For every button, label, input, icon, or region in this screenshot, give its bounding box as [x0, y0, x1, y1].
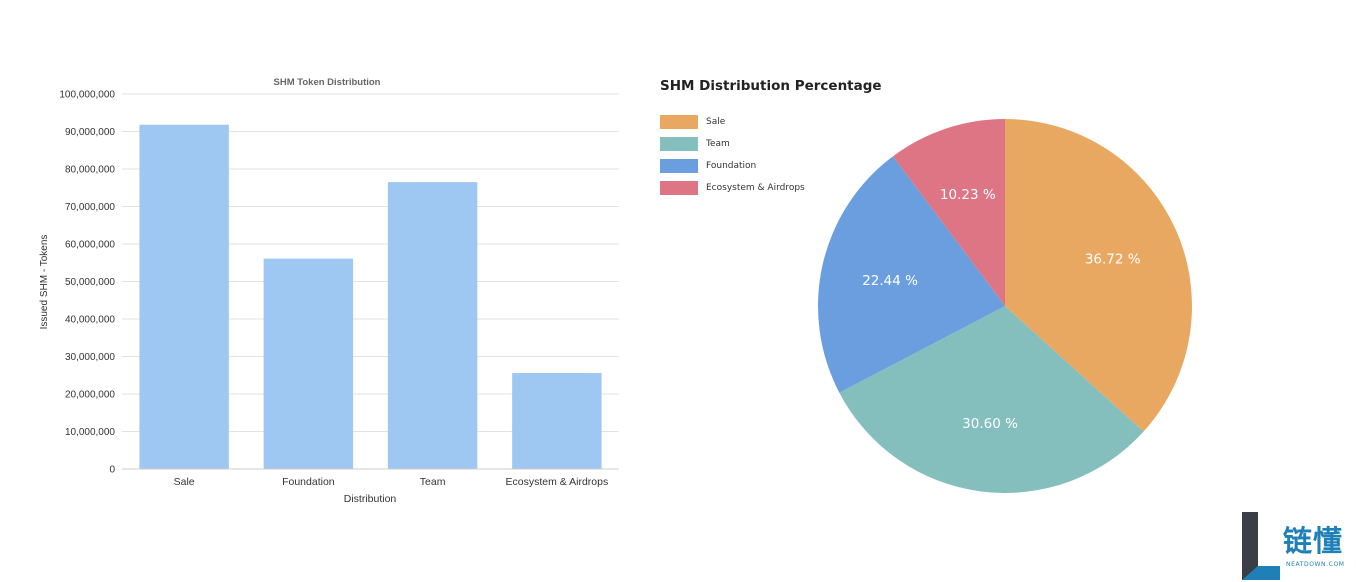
pie-panel: 36.72 % 30.60 % 22.44 % 10.23 % SHM Distrib… [640, 60, 1356, 520]
pie-slice-sale[interactable] [1005, 119, 1192, 432]
legend-swatch-ecosystem-airdrops [660, 181, 698, 195]
pie-legend: Sale Team Foundation Ecosystem & Airdrop… [660, 111, 805, 199]
bar-x-tick-label: Ecosystem & Airdrops [506, 476, 609, 488]
bar-y-tick-label: 30,000,000 [65, 352, 115, 363]
logo-url: NEATDOWN.COM [1286, 561, 1345, 568]
logo-l-mark-icon [1242, 512, 1280, 580]
bar-x-tick-labels: Sale Foundation Team Ecosystem & Airdrops [174, 476, 609, 488]
bar-y-tick-label: 50,000,000 [65, 277, 115, 288]
pie-slice-label: 30.60 % [962, 416, 1018, 432]
bar-x-tick-label: Foundation [282, 476, 335, 488]
bar-x-tick-label: Team [420, 476, 446, 488]
bar-y-tick-labels: 0 10,000,000 20,000,000 30,000,000 40,000,00… [59, 90, 115, 476]
bar-y-tick-label: 90,000,000 [65, 127, 115, 138]
bar-y-tick-label: 40,000,000 [65, 315, 115, 326]
legend-item-foundation[interactable]: Foundation [660, 155, 805, 177]
legend-item-team[interactable]: Team [660, 133, 805, 155]
bar-team[interactable] [387, 182, 478, 469]
bar-sale[interactable] [139, 124, 229, 469]
legend-label-foundation: Foundation [706, 161, 757, 171]
legend-swatch-foundation [660, 159, 698, 173]
pie-chart: 36.72 % 30.60 % 22.44 % 10.23 % [818, 119, 1192, 493]
logo-text: 链懂 [1283, 524, 1344, 558]
bar-y-tick-label: 100,000,000 [59, 90, 115, 101]
legend-label-team: Team [706, 139, 730, 149]
bar-y-tick-label: 0 [109, 465, 115, 476]
bar-ecosystem-airdrops[interactable] [512, 373, 602, 469]
bar-y-tick-label: 60,000,000 [65, 240, 115, 251]
bar-y-tick-label: 70,000,000 [65, 202, 115, 213]
pie-slice-foundation[interactable] [818, 156, 1005, 393]
pie-slice-team[interactable] [839, 306, 1144, 493]
bar-y-tick-label: 20,000,000 [65, 390, 115, 401]
legend-swatch-team [660, 137, 698, 151]
bar-series [139, 124, 602, 469]
legend-label-ecosystem-airdrops: Ecosystem & Airdrops [706, 183, 805, 193]
legend-label-sale: Sale [706, 117, 726, 127]
bar-foundation[interactable] [263, 258, 354, 469]
pie-slice-label: 10.23 % [940, 187, 996, 203]
bar-x-axis-label: Distribution [344, 493, 397, 505]
legend-item-ecosystem-airdrops[interactable]: Ecosystem & Airdrops [660, 177, 805, 199]
bar-y-tick-label: 10,000,000 [65, 427, 115, 438]
bar-x-tick-label: Sale [174, 476, 195, 488]
bar-chart-title: SHM Token Distribution [274, 77, 381, 88]
bar-chart: SHM Token Distribution 0 10,000,000 20,000… [39, 77, 619, 505]
pie-slices [818, 119, 1192, 493]
legend-item-sale[interactable]: Sale [660, 111, 805, 133]
legend-swatch-sale [660, 115, 698, 129]
pie-slice-label: 36.72 % [1085, 251, 1141, 267]
pie-chart-title: SHM Distribution Percentage [660, 78, 882, 94]
pie-slice-label: 22.44 % [862, 273, 918, 289]
pie-slice-labels: 36.72 % 30.60 % 22.44 % 10.23 % [862, 187, 1141, 432]
pie-slice-ecosystem-airdrops[interactable] [892, 119, 1005, 306]
bar-y-axis-label: Issued SHM - Tokens [39, 235, 50, 330]
bar-y-tick-label: 80,000,000 [65, 165, 115, 176]
neatdown-logo: 链懂 NEATDOWN.COM [1242, 512, 1354, 580]
